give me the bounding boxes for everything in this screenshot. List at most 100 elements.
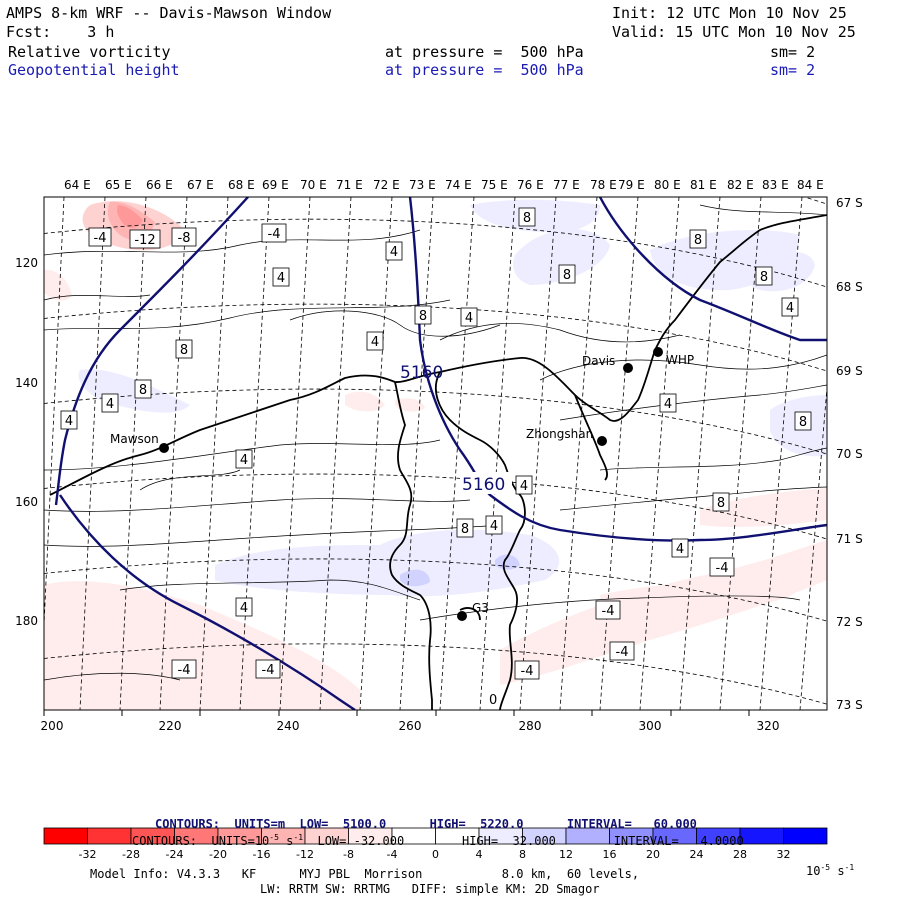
colorbar-label: 24 [690,848,704,861]
svg-text:-4: -4 [602,604,615,619]
vort-contour-info: CONTOURS: UNITS=10-5 s-1 LOW= -32.000 HI… [132,811,744,850]
svg-text:4: 4 [786,301,794,316]
vort-label: 4 [385,241,403,261]
vort-label: 8 [175,339,193,359]
svg-text:4: 4 [106,397,114,412]
vort-high: HIGH= 32.000 [461,834,556,848]
lon-label: 73 E [409,178,436,192]
y-tick: 160 [15,495,38,509]
vort-label: 4 [235,597,253,617]
colorbar-swatch [43,827,88,845]
vort-label: 4 [460,307,478,327]
vort-units: CONTOURS: UNITS=10 [132,834,270,848]
svg-text:4: 4 [240,601,248,616]
colorbar-label: -12 [296,848,314,861]
vort-label: 4 [671,538,689,558]
vort-interval: INTERVAL= 4.0000 [613,834,744,848]
height-label: 5160 [400,363,443,383]
vort-label: -4 [255,659,281,679]
vort-label: 4 [781,297,799,317]
field1-smoothing: sm= 2 [770,43,816,61]
station-label-davis: Davis [582,354,615,368]
svg-text:-4: -4 [716,561,729,576]
vort-label: -4 [609,641,635,661]
vort-label: 8 [134,379,152,399]
colorbar-unit-base: 10 [806,864,821,878]
height-label-bg [460,472,512,494]
lon-label: 71 E [336,178,363,192]
vort-label: -12 [129,229,161,249]
lon-label: 84 E [797,178,824,192]
vort-label: -4 [709,557,735,577]
station-dot-mawson [159,443,169,453]
colorbar-label: 20 [646,848,660,861]
field2-level: at pressure = 500 hPa [385,61,584,79]
height-high: HIGH= 5220.0 [429,817,524,831]
vort-label: 4 [485,515,503,535]
valid-time: Valid: 15 UTC Mon 10 Nov 25 [612,23,856,41]
lon-label: 72 E [373,178,400,192]
svg-text:4: 4 [490,519,498,534]
colorbar-label: 0 [432,848,439,861]
lon-label: 75 E [481,178,508,192]
vort-label: 8 [712,492,730,512]
lon-label: 77 E [553,178,580,192]
colorbar-unit: 10-5 s-1 [806,841,854,880]
colorbar-label: -16 [253,848,271,861]
lat-label: 73 S [836,698,863,712]
field1-level: at pressure = 500 hPa [385,43,584,61]
vort-label: -4 [261,223,287,243]
height-label: 5160 [462,475,505,495]
svg-text:8: 8 [419,309,427,324]
x-tick: 240 [277,719,300,733]
station-dot-zhongshan [597,436,607,446]
svg-text:4: 4 [277,271,285,286]
svg-text:4: 4 [664,397,672,412]
vort-label: -4 [514,660,540,680]
station-dot-g3 [457,611,467,621]
station-label-mawson: Mawson [110,432,159,446]
vort-label: 4 [101,393,119,413]
svg-text:4: 4 [465,311,473,326]
field1-name: Relative vorticity [8,43,171,61]
vort-units-s-exp: -1 [293,833,304,842]
height-units: CONTOURS: UNITS=m [155,817,286,831]
vort-label: -4 [88,227,112,247]
colorbar-label: -8 [343,848,354,861]
svg-text:4: 4 [390,245,398,260]
svg-text:-4: -4 [178,663,191,678]
lat-labels: 67 S 68 S 69 S 70 S 71 S 72 S 73 S [836,196,863,712]
lon-label: 70 E [300,178,327,192]
colorbar: -32 -28 -24 -20 -16 -12 -8 -4 0 4 8 12 16 20 24 28 32 [43,827,828,861]
height-contour-info: CONTOURS: UNITS=m LOW= 5100.0 HIGH= 5220… [155,797,697,833]
coastline [49,214,827,710]
vort-label: 8 [794,411,812,431]
svg-text:4: 4 [65,414,73,429]
geopotential-contours [54,197,827,710]
model-info: Model Info: V4.3.3 KF MYJ PBL Morrison 8… [90,867,640,881]
vort-label: 4 [515,475,533,495]
colorbar-label: -24 [166,848,184,861]
lon-label: 82 E [727,178,754,192]
lon-label: 65 E [105,178,132,192]
lon-label: 81 E [690,178,717,192]
plot-title: AMPS 8-km WRF -- Davis-Mawson Window [6,4,332,22]
colorbar-unit-s: s [830,864,845,878]
colorbar-label: -28 [122,848,140,861]
svg-text:4: 4 [520,479,528,494]
init-time: Init: 12 UTC Mon 10 Nov 25 [612,4,847,22]
lon-label: 64 E [64,178,91,192]
lon-label: 76 E [517,178,544,192]
stations: Mawson Davis WHP Zhongshan G3 [110,347,694,621]
lat-label: 70 S [836,447,863,461]
lon-label: 69 E [262,178,289,192]
vort-label: -8 [171,227,197,247]
svg-text:8: 8 [139,383,147,398]
svg-text:8: 8 [717,496,725,511]
y-tick: 140 [15,376,38,390]
colorbar-label: 16 [603,848,617,861]
field2-name: Geopotential height [8,61,180,79]
y-axis: 120 140 160 180 [15,256,38,628]
vort-units-exp: -5 [269,833,279,842]
